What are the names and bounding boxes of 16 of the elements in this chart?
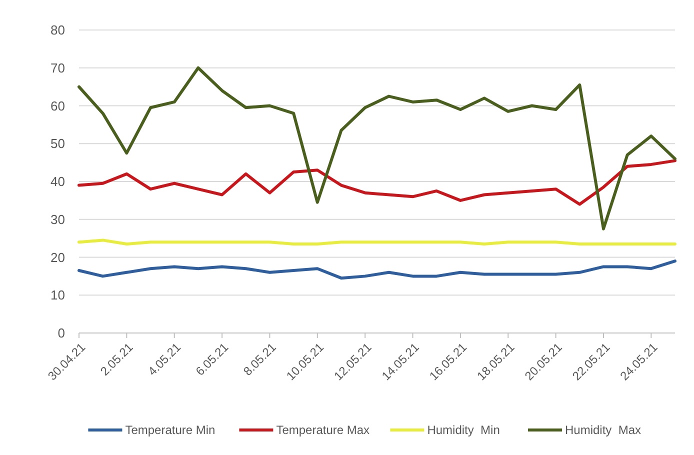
y-tick-label: 30 [50, 212, 65, 227]
line-series [78, 260, 676, 280]
y-tick-label: 40 [50, 174, 65, 190]
line-series [78, 159, 676, 206]
legend-label: Humidity Min [427, 423, 500, 438]
y-tick-label: 50 [50, 136, 65, 152]
legend-label: Temperature Min [125, 423, 216, 438]
y-tick-label: 70 [50, 60, 65, 76]
legend-label: Temperature Max [276, 423, 370, 438]
line-series [78, 66, 676, 230]
y-tick-label: 10 [50, 288, 65, 303]
y-tick-label: 80 [50, 22, 65, 38]
y-tick-label: 60 [50, 98, 65, 114]
y-tick-label: 20 [50, 250, 65, 265]
y-tick-label: 0 [58, 326, 65, 341]
legend-label: Humidity Max [565, 423, 642, 438]
